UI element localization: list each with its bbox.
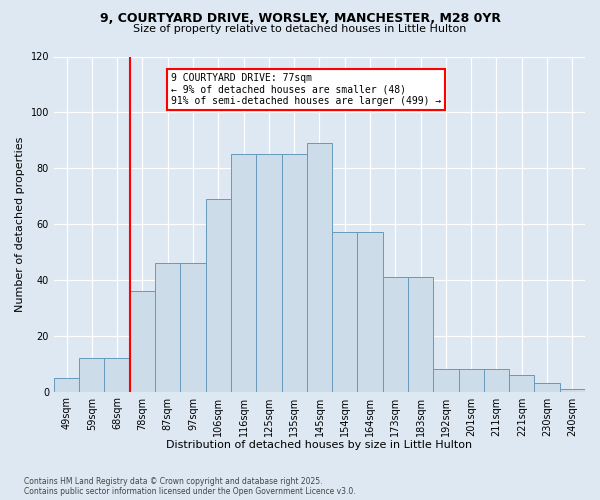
- Bar: [54, 378, 79, 392]
- Bar: [231, 154, 256, 392]
- Bar: [458, 370, 484, 392]
- Bar: [433, 370, 458, 392]
- Bar: [535, 383, 560, 392]
- Bar: [509, 375, 535, 392]
- Bar: [560, 389, 585, 392]
- Bar: [383, 277, 408, 392]
- Bar: [307, 143, 332, 392]
- Bar: [130, 291, 155, 392]
- Bar: [104, 358, 130, 392]
- Bar: [256, 154, 281, 392]
- Bar: [281, 154, 307, 392]
- X-axis label: Distribution of detached houses by size in Little Hulton: Distribution of detached houses by size …: [166, 440, 473, 450]
- Bar: [358, 232, 383, 392]
- Bar: [181, 263, 206, 392]
- Bar: [484, 370, 509, 392]
- Bar: [79, 358, 104, 392]
- Text: 9 COURTYARD DRIVE: 77sqm
← 9% of detached houses are smaller (48)
91% of semi-de: 9 COURTYARD DRIVE: 77sqm ← 9% of detache…: [171, 74, 441, 106]
- Bar: [408, 277, 433, 392]
- Bar: [206, 199, 231, 392]
- Text: Contains HM Land Registry data © Crown copyright and database right 2025.
Contai: Contains HM Land Registry data © Crown c…: [24, 476, 356, 496]
- Y-axis label: Number of detached properties: Number of detached properties: [15, 136, 25, 312]
- Bar: [332, 232, 358, 392]
- Bar: [155, 263, 181, 392]
- Text: 9, COURTYARD DRIVE, WORSLEY, MANCHESTER, M28 0YR: 9, COURTYARD DRIVE, WORSLEY, MANCHESTER,…: [100, 12, 500, 24]
- Text: Size of property relative to detached houses in Little Hulton: Size of property relative to detached ho…: [133, 24, 467, 34]
